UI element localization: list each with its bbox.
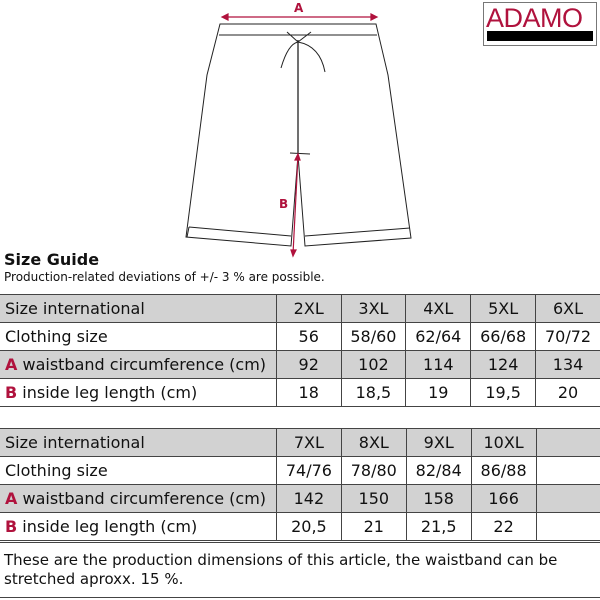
table-cell <box>535 456 600 485</box>
table-cell: 56 <box>275 322 342 351</box>
row-label-text: Size international <box>5 299 145 318</box>
shorts-diagram: A B <box>185 1 412 258</box>
table-cell: 142 <box>275 484 342 513</box>
row-label: Clothing size <box>0 456 277 485</box>
table-cell: 92 <box>275 350 342 379</box>
row-label-text: waistband circumference (cm) <box>22 355 267 374</box>
table-cell: 19 <box>405 378 472 407</box>
logo-text: ADAMO <box>486 3 583 33</box>
table-cell: 4XL <box>405 294 472 323</box>
row-label: Size international <box>0 428 277 457</box>
row-label-text: Clothing size <box>5 327 108 346</box>
row-label: A waistband circumference (cm) <box>0 350 277 379</box>
table-cell: 158 <box>405 484 472 513</box>
table-cell: 114 <box>405 350 472 379</box>
table-cell: 7XL <box>275 428 342 457</box>
row-label-text: waistband circumference (cm) <box>22 489 267 508</box>
table-cell: 9XL <box>405 428 472 457</box>
table-cell: 82/84 <box>405 456 472 485</box>
table-cell: 86/88 <box>470 456 537 485</box>
row-label: Size international <box>0 294 277 323</box>
row-label-text: inside leg length (cm) <box>22 383 198 402</box>
table-cell: 21,5 <box>405 512 472 541</box>
table-cell <box>535 512 600 541</box>
label-a: A <box>294 1 304 15</box>
table-cell: 20,5 <box>275 512 342 541</box>
table-cell: 18,5 <box>340 378 407 407</box>
table-cell: 66/68 <box>470 322 537 351</box>
table-cell: 22 <box>470 512 537 541</box>
table-cell: 18 <box>275 378 342 407</box>
label-b: B <box>279 197 288 211</box>
measure-key: A <box>5 489 18 508</box>
logo-bar <box>487 31 593 41</box>
row-label-text: Size international <box>5 433 145 452</box>
table-row: Size international 7XL 8XL 9XL 10XL <box>0 428 600 457</box>
row-label: B inside leg length (cm) <box>0 378 277 407</box>
table-cell: 3XL <box>340 294 407 323</box>
table-cell: 74/76 <box>275 456 342 485</box>
table-cell: 102 <box>340 350 407 379</box>
table-cell <box>535 484 600 513</box>
table-cell: 2XL <box>275 294 342 323</box>
table-row: Size international 2XL 3XL 4XL 5XL 6XL <box>0 294 600 323</box>
row-label: A waistband circumference (cm) <box>0 484 277 513</box>
table-cell: 150 <box>340 484 407 513</box>
table-row: Clothing size 56 58/60 62/64 66/68 70/72 <box>0 322 600 351</box>
table-row: B inside leg length (cm) 20,5 21 21,5 22 <box>0 512 600 541</box>
table-cell: 6XL <box>535 294 600 323</box>
table-cell: 10XL <box>470 428 537 457</box>
table-row: Clothing size 74/76 78/80 82/84 86/88 <box>0 456 600 485</box>
table-cell: 70/72 <box>535 322 600 351</box>
table-cell: 21 <box>340 512 407 541</box>
table-row: A waistband circumference (cm) 142 150 158 1… <box>0 484 600 513</box>
row-label-text: inside leg length (cm) <box>22 517 198 536</box>
table-row: B inside leg length (cm) 18 18,5 19 19,5 20 <box>0 378 600 407</box>
table-cell: 166 <box>470 484 537 513</box>
measure-key: B <box>5 383 18 402</box>
table-cell: 62/64 <box>405 322 472 351</box>
table-cell: 8XL <box>340 428 407 457</box>
footer-note: These are the production dimensions of t… <box>0 542 600 598</box>
row-label-text: Clothing size <box>5 461 108 480</box>
size-table-1: Size international 2XL 3XL 4XL 5XL 6XL Clothin… <box>0 294 600 407</box>
table-cell: 134 <box>535 350 600 379</box>
table-cell: 58/60 <box>340 322 407 351</box>
table-cell: 5XL <box>470 294 537 323</box>
table-cell <box>535 428 600 457</box>
table-cell: 19,5 <box>470 378 537 407</box>
page-title: Size Guide <box>4 250 100 269</box>
shorts-outline <box>185 23 412 247</box>
measure-key: A <box>5 355 18 374</box>
table-cell: 20 <box>535 378 600 407</box>
table-cell: 124 <box>470 350 537 379</box>
row-label: Clothing size <box>0 322 277 351</box>
measure-key: B <box>5 517 18 536</box>
size-table-2: Size international 7XL 8XL 9XL 10XL Clothing … <box>0 428 600 541</box>
subtitle: Production-related deviations of +/- 3 %… <box>4 270 325 284</box>
table-row: A waistband circumference (cm) 92 102 114 12… <box>0 350 600 379</box>
table-cell: 78/80 <box>340 456 407 485</box>
row-label: B inside leg length (cm) <box>0 512 277 541</box>
adamo-logo: ADAMO <box>483 2 597 46</box>
